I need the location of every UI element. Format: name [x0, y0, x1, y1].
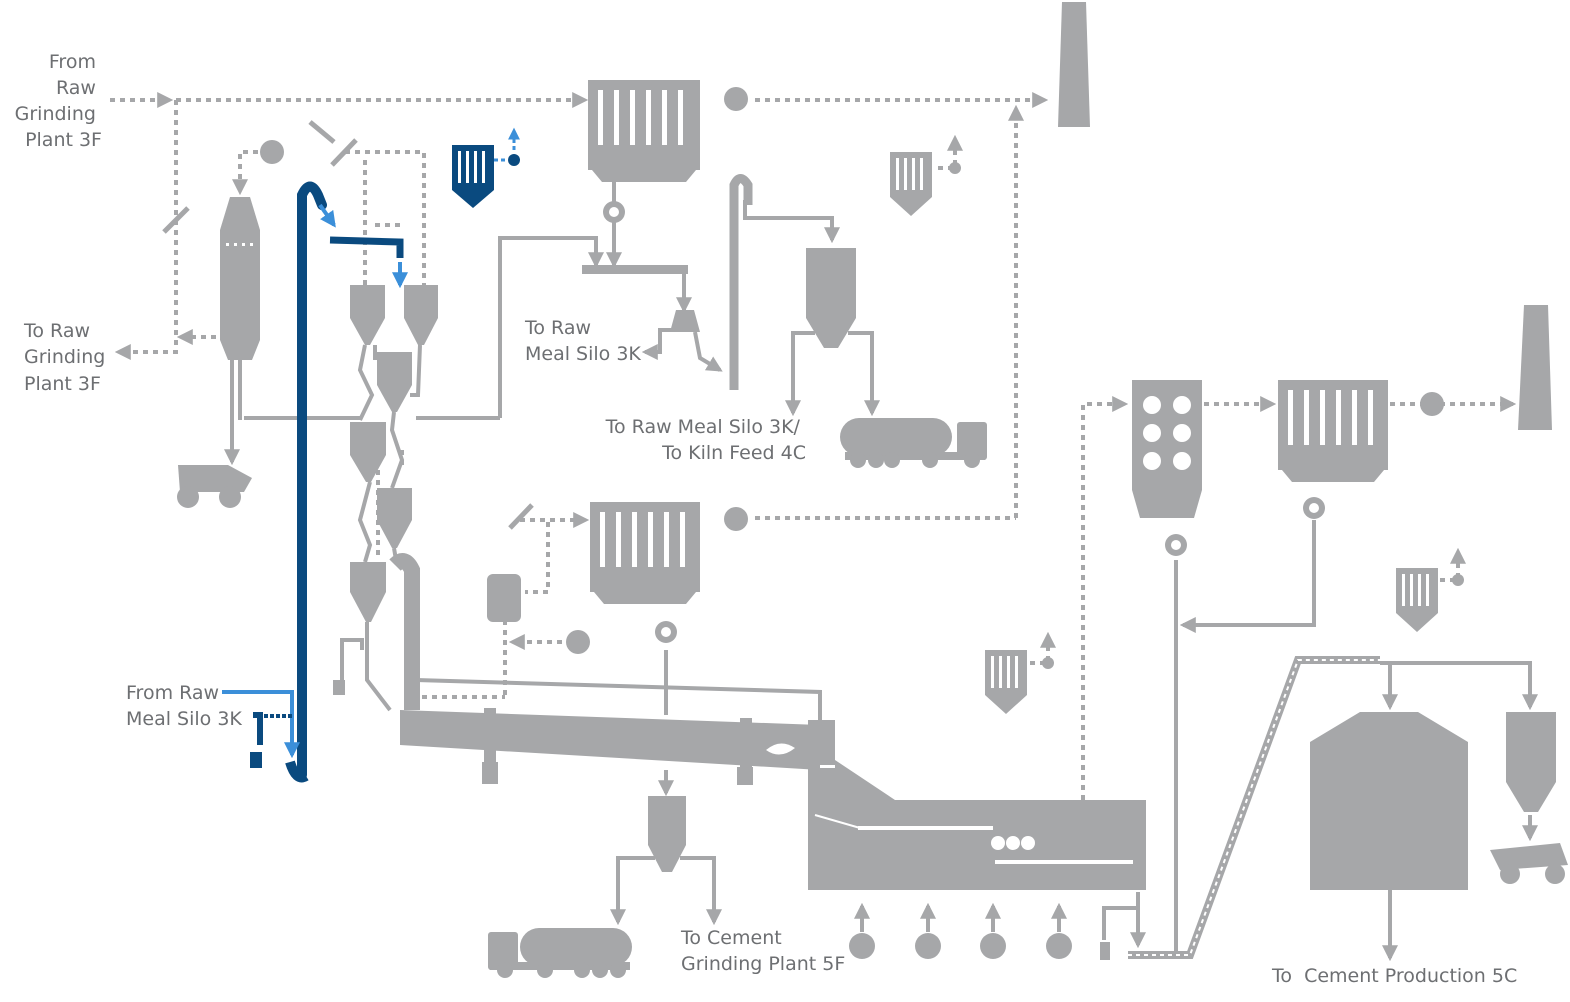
clinker-silo	[1310, 712, 1468, 890]
clinker-crusher-feed	[1100, 942, 1110, 960]
air-slide-conveyor	[582, 265, 688, 274]
label-to-cement-production: To Cement Production 5C	[1271, 965, 1517, 987]
dust-filter-silo	[890, 152, 961, 216]
dust-filter-feed-highlight	[452, 127, 520, 208]
stack-main	[1058, 2, 1090, 127]
conditioning-tower	[220, 197, 260, 360]
dampers	[162, 120, 534, 530]
main-filter	[588, 80, 700, 223]
splitter	[670, 310, 700, 332]
cooler-fans	[849, 933, 1072, 959]
clinker-crusher-arm	[1102, 906, 1138, 940]
label-from-raw-grinding: From Raw Grinding Plant 3F	[15, 51, 102, 151]
loading-silo	[806, 248, 856, 348]
label-to-raw-meal-silo-kiln-feed: To Raw Meal Silo 3K/ To Kiln Feed 4C	[605, 416, 806, 464]
main-filter-fan-icon	[724, 87, 748, 111]
tanker-truck-lower-icon	[488, 928, 632, 978]
label-to-cement-grinding: To Cement Grinding Plant 5F	[680, 927, 845, 975]
dump-truck-right-icon	[1490, 843, 1568, 884]
preheater-ducts	[357, 344, 422, 712]
cooler-cyclone-filter	[1132, 380, 1202, 556]
label-from-raw-meal-silo: From Raw Meal Silo 3K	[126, 682, 242, 730]
clinker-conveyor	[1128, 656, 1380, 959]
riser-duct	[389, 553, 420, 710]
cement-silo	[1506, 712, 1556, 812]
kiln-filter-fan-icon	[724, 507, 748, 531]
cooler-fan-icon	[1420, 392, 1444, 416]
label-to-raw-grinding: To Raw Grinding Plant 3F	[23, 320, 111, 395]
dust-filter-cooler	[985, 650, 1054, 714]
clinker-cooler	[808, 760, 1146, 890]
gas-ducts	[110, 92, 1517, 800]
tower-fan-icon	[260, 140, 284, 164]
separator-fan-icon	[566, 630, 590, 654]
stack-cooler	[1518, 305, 1552, 430]
bucket-elevator-silo	[729, 174, 753, 390]
kiln-filter	[590, 502, 700, 643]
dump-truck-icon	[177, 465, 252, 508]
cooler-bag-filter	[1278, 380, 1388, 519]
bypass-dust-silo	[648, 796, 686, 872]
preheater-tower	[350, 285, 438, 622]
dust-filter-cement-silo	[1396, 568, 1464, 632]
kiln-inlet-feed	[333, 680, 345, 695]
label-to-raw-meal-silo: To Raw Meal Silo 3K	[524, 317, 641, 365]
rotary-kiln	[400, 708, 835, 785]
kiln-feed-elevator	[222, 181, 408, 783]
tanker-truck-icon	[840, 418, 987, 468]
separator-cyclone	[487, 574, 521, 622]
